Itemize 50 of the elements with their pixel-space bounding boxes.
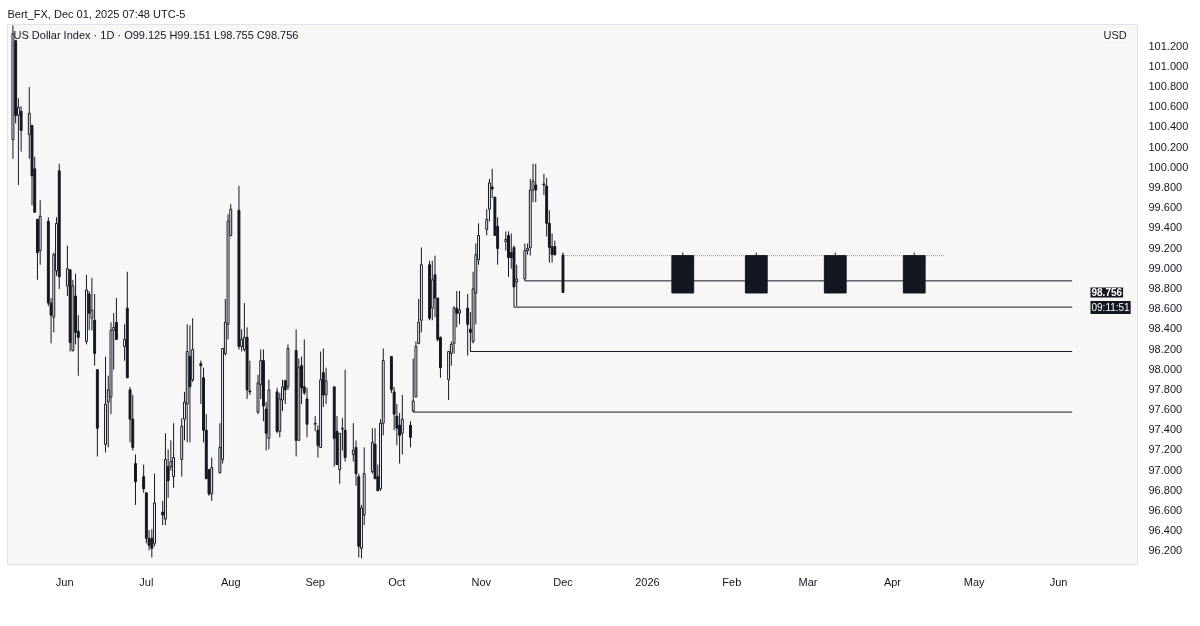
y-tick-label: 97.400 [1148, 423, 1183, 436]
y-tick-label: 99.400 [1148, 221, 1183, 234]
x-tick-label: Jul [139, 575, 154, 588]
x-tick-label: Sep [305, 575, 325, 588]
candlestick [409, 420, 412, 448]
chart-title: US Dollar Index · 1D · O99.125 H99.151 L98.755 C98.756 [13, 28, 299, 41]
candlestick [134, 453, 137, 506]
y-tick-label: 96.200 [1148, 544, 1183, 557]
y-tick-label: 100.800 [1148, 80, 1189, 93]
y-tick-label: 100.000 [1148, 160, 1189, 173]
y-tick-label: 99.600 [1148, 201, 1183, 214]
x-tick-label: 2026 [635, 575, 660, 588]
annotation: 98.756 [1091, 287, 1123, 299]
x-tick-label: Jun [1049, 575, 1068, 588]
y-tick-label: 98.200 [1148, 342, 1183, 355]
y-axis-title: USD [1103, 28, 1127, 41]
y-tick-label: 97.800 [1148, 382, 1183, 395]
x-tick-label: Apr [883, 575, 902, 588]
x-tick-label: Feb [722, 575, 742, 588]
candlestick [507, 230, 510, 278]
x-tick-label: Nov [471, 575, 492, 588]
candlestick [458, 290, 461, 325]
y-tick-label: 99.000 [1148, 261, 1183, 274]
y-tick-label: 98.400 [1148, 322, 1183, 335]
y-tick-label: 101.000 [1148, 59, 1189, 72]
y-tick-label: 96.600 [1148, 504, 1183, 516]
candlestick [172, 422, 176, 489]
y-tick-label: 100.600 [1148, 100, 1189, 113]
x-tick-label: Aug [220, 575, 241, 588]
x-tick-label: Dec [553, 575, 574, 588]
y-tick-label: 101.200 [1148, 39, 1189, 52]
y-tick-label: 98.000 [1148, 362, 1183, 375]
y-tick-label: 97.000 [1148, 463, 1183, 476]
y-tick-label: 96.800 [1148, 483, 1183, 496]
y-tick-label: 98.600 [1148, 302, 1183, 315]
y-tick-label: 97.200 [1148, 443, 1183, 456]
y-tick-label: 97.600 [1148, 403, 1183, 416]
y-tick-label: 100.400 [1148, 120, 1189, 133]
x-tick-label: Jun [55, 575, 74, 588]
candlestick [534, 163, 538, 203]
y-tick-label: 99.200 [1148, 241, 1183, 254]
chart-subtitle: Bert_FX, Dec 01, 2025 07:48 UTC-5 [7, 7, 186, 20]
x-tick-label: Oct [388, 575, 406, 588]
y-tick-label: 96.400 [1148, 524, 1183, 537]
y-tick-label: 100.200 [1148, 140, 1189, 153]
annotation: 09:11:51 [1091, 301, 1131, 313]
x-tick-label: May [963, 575, 986, 588]
y-tick-label: 98.800 [1148, 281, 1183, 294]
y-tick-label: 99.800 [1148, 181, 1183, 193]
x-tick-label: Mar [798, 575, 818, 588]
